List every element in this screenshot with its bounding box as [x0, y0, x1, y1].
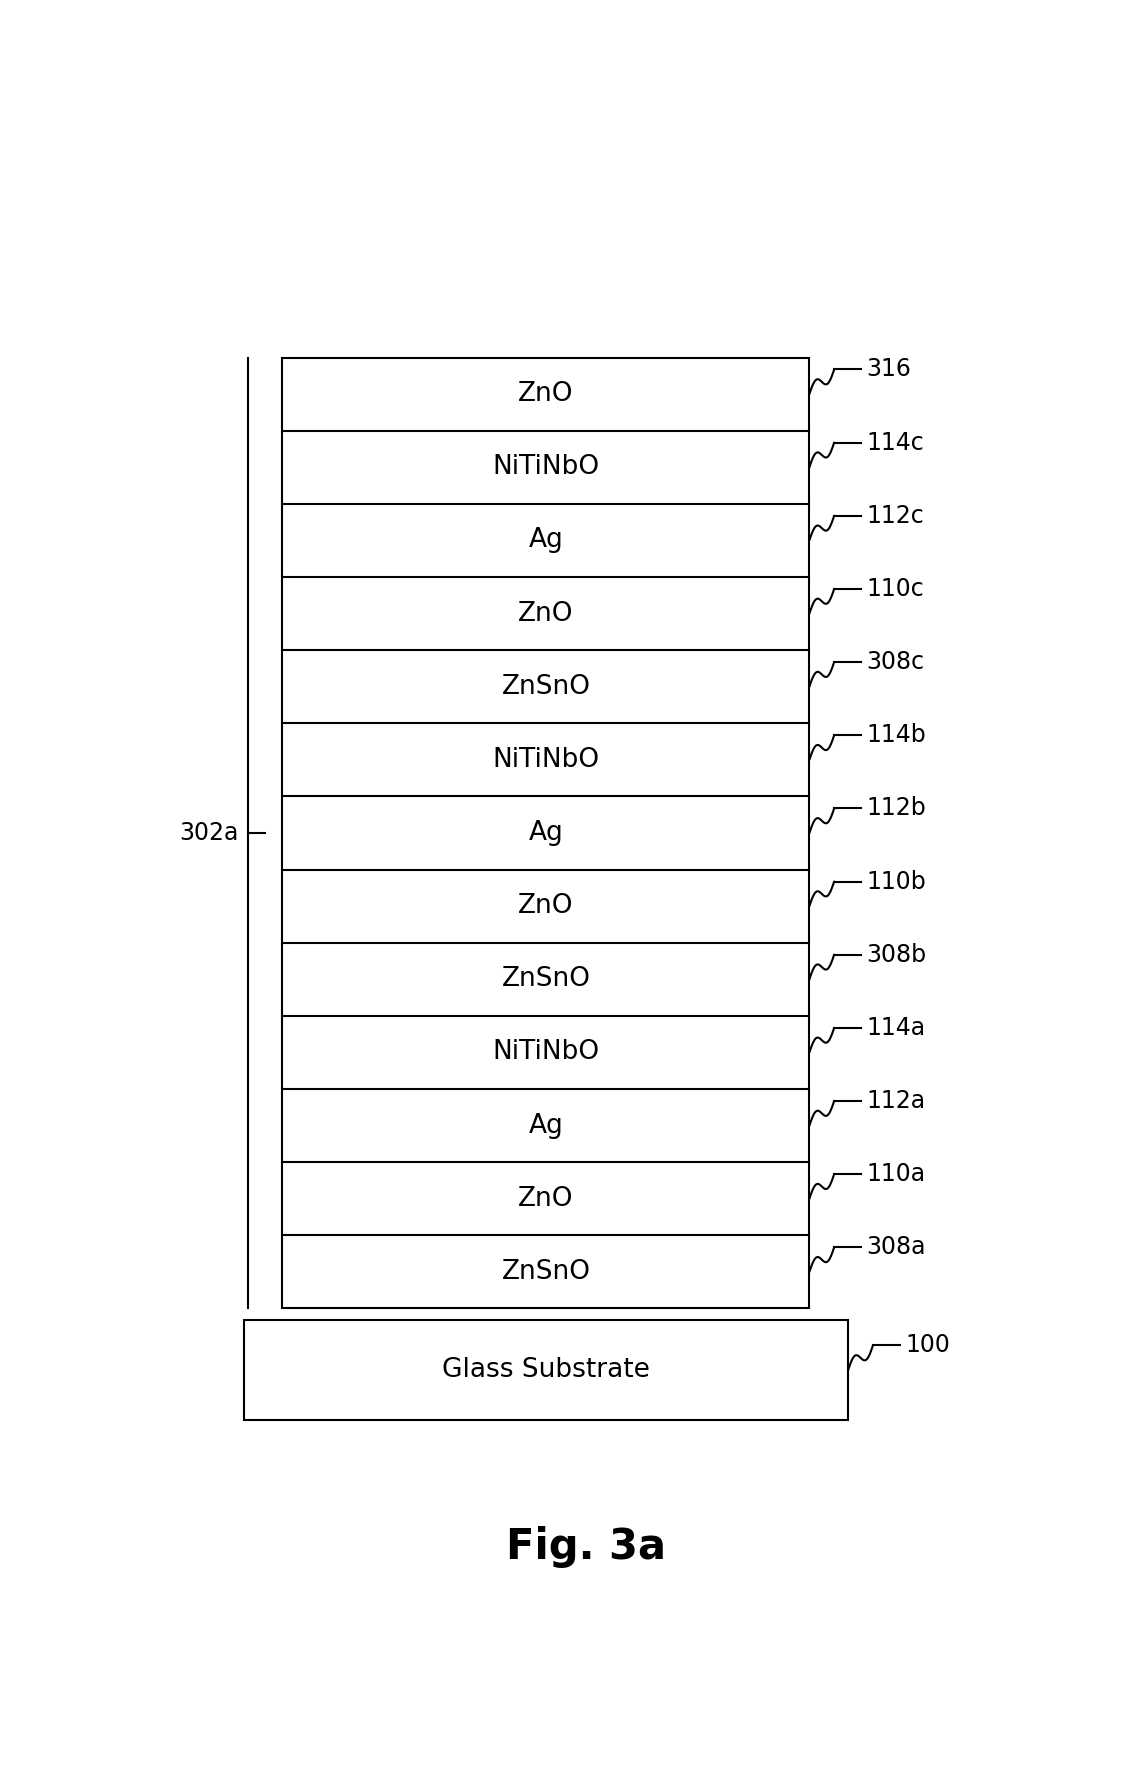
- Text: 114c: 114c: [866, 430, 925, 455]
- Text: Ag: Ag: [528, 1113, 563, 1139]
- Text: 302a: 302a: [178, 822, 238, 845]
- Text: ZnO: ZnO: [518, 380, 574, 407]
- Text: ZnO: ZnO: [518, 893, 574, 920]
- Text: 308b: 308b: [866, 943, 927, 966]
- Text: 114b: 114b: [866, 723, 927, 747]
- Text: 100: 100: [905, 1334, 950, 1357]
- Text: ZnSnO: ZnSnO: [502, 966, 591, 993]
- Text: 308c: 308c: [866, 650, 925, 673]
- Text: ZnO: ZnO: [518, 600, 574, 627]
- Text: 114a: 114a: [866, 1016, 926, 1039]
- Text: ZnO: ZnO: [518, 1186, 574, 1211]
- Text: ZnSnO: ZnSnO: [502, 673, 591, 700]
- Text: Glass Substrate: Glass Substrate: [442, 1357, 650, 1382]
- Text: 112a: 112a: [866, 1089, 926, 1113]
- Text: 110b: 110b: [866, 870, 927, 893]
- Text: 316: 316: [866, 357, 912, 382]
- Text: NiTiNbO: NiTiNbO: [493, 1039, 599, 1066]
- Bar: [243, 1320, 848, 1420]
- Text: Ag: Ag: [528, 527, 563, 554]
- Text: ZnSnO: ZnSnO: [502, 1259, 591, 1284]
- Text: 110a: 110a: [866, 1163, 926, 1186]
- Text: 110c: 110c: [866, 577, 925, 600]
- Bar: [282, 357, 809, 1309]
- Text: 112b: 112b: [866, 797, 927, 820]
- Text: 308a: 308a: [866, 1236, 926, 1259]
- Text: Ag: Ag: [528, 820, 563, 847]
- Text: NiTiNbO: NiTiNbO: [493, 747, 599, 773]
- Text: NiTiNbO: NiTiNbO: [493, 454, 599, 480]
- Text: 112c: 112c: [866, 504, 925, 529]
- Text: Fig. 3a: Fig. 3a: [506, 1527, 665, 1568]
